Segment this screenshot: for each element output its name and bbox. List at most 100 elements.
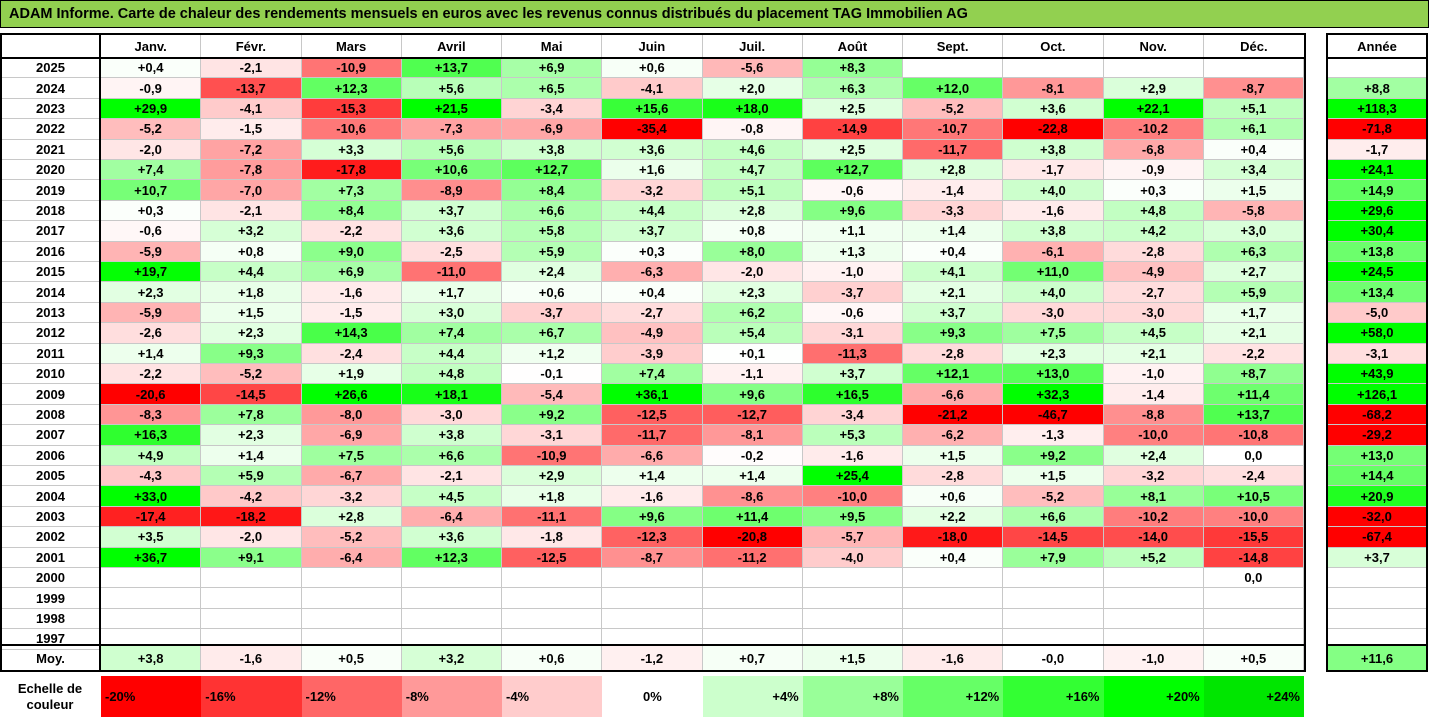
heatmap-cell: -1,8	[502, 527, 603, 548]
annual-cell: -68,2	[1328, 404, 1426, 426]
heatmap-cell: +10,6	[401, 160, 502, 181]
average-cell: +0,6	[502, 646, 603, 670]
heatmap-cell	[1103, 568, 1204, 589]
heatmap-cell: +19,7	[101, 262, 202, 283]
heatmap-cell: +1,9	[301, 364, 402, 385]
heatmap-cell: -22,8	[1003, 119, 1104, 140]
heatmap-cell: -10,0	[802, 486, 903, 507]
heatmap-cell: -5,6	[702, 58, 803, 79]
heatmap-cell: +3,7	[903, 302, 1004, 324]
heatmap-cell: +1,4	[201, 445, 302, 466]
average-cell: +0,7	[702, 646, 803, 670]
heatmap-cell: +3,8	[502, 139, 603, 160]
heatmap-cell	[802, 568, 903, 589]
month-header: Sept.	[903, 35, 1004, 58]
heatmap-cell: -15,5	[1203, 527, 1304, 548]
heatmap-cell	[1003, 608, 1104, 630]
heatmap-cell: -3,2	[602, 180, 703, 201]
heatmap-cell	[802, 608, 903, 630]
heatmap-cell	[1103, 608, 1204, 630]
heatmap-cell: -0,8	[702, 119, 803, 140]
heatmap-cell: +9,3	[903, 323, 1004, 344]
heatmap-cell: -0,6	[101, 221, 202, 242]
heatmap-cell: +2,1	[903, 282, 1004, 303]
heatmap-cell: +3,3	[301, 139, 402, 160]
heatmap-cell: -3,4	[502, 98, 603, 120]
heatmap-cell: -6,2	[903, 425, 1004, 446]
heatmap-cell: +0,4	[903, 241, 1004, 262]
heatmap-cell	[903, 568, 1004, 589]
heatmap-cell	[201, 568, 302, 589]
heatmap-cell: -12,7	[702, 404, 803, 426]
heatmap-cell: +8,7	[1203, 364, 1304, 385]
year-label: 2003	[0, 507, 101, 528]
heatmap-cell	[1003, 58, 1104, 79]
year-label: 1998	[0, 609, 101, 630]
year-label: 2014	[0, 282, 101, 303]
heatmap-cell: -3,7	[502, 302, 603, 324]
heatmap-cell: +0,3	[101, 200, 202, 222]
heatmap-cell: +3,6	[602, 139, 703, 160]
annual-cell: +3,7	[1328, 547, 1426, 568]
heatmap-cell: -11,3	[802, 343, 903, 364]
heatmap-cell	[101, 588, 202, 609]
year-label: 2018	[0, 201, 101, 222]
heatmap-cell: +7,4	[602, 364, 703, 385]
average-divider	[1326, 644, 1428, 646]
heatmap-cell: +25,4	[802, 466, 903, 487]
heatmap-cell: +2,0	[702, 78, 803, 99]
heatmap-cell	[602, 608, 703, 630]
annual-average-cell: +11,6	[1328, 646, 1426, 670]
annual-cell: +58,0	[1328, 323, 1426, 344]
heatmap-cell: -6,9	[301, 425, 402, 446]
heatmap-cell: -5,2	[101, 119, 202, 140]
heatmap-cell: -11,0	[401, 262, 502, 283]
heatmap-cell: +0,3	[1103, 180, 1204, 201]
heatmap-cell	[101, 608, 202, 630]
heatmap-cell: +2,1	[1203, 323, 1304, 344]
heatmap-cell: +5,6	[401, 139, 502, 160]
annual-cell: -67,4	[1328, 527, 1426, 548]
heatmap-cell	[301, 568, 402, 589]
color-scale-swatch: 0%	[602, 676, 703, 717]
heatmap-cell: +4,2	[1103, 221, 1204, 242]
heatmap-cell: +2,9	[502, 466, 603, 487]
heatmap-cell: -10,8	[1203, 425, 1304, 446]
heatmap-cell: +4,0	[1003, 282, 1104, 303]
annual-cell: -5,0	[1328, 302, 1426, 324]
heatmap-cell: -0,9	[101, 78, 202, 99]
heatmap-cell: +5,1	[702, 180, 803, 201]
heatmap-cell: -1,3	[1003, 425, 1104, 446]
heatmap-cell: +2,9	[1103, 78, 1204, 99]
heatmap-cell: -14,9	[802, 119, 903, 140]
heatmap-cell: +2,3	[702, 282, 803, 303]
annual-cell: +24,1	[1328, 160, 1426, 181]
color-scale-label: Echelle de couleur	[17, 681, 83, 712]
heatmap-cell: +2,3	[201, 425, 302, 446]
heatmap-cell: -11,7	[903, 139, 1004, 160]
heatmap-cell: +2,3	[201, 323, 302, 344]
heatmap-cell: -2,2	[301, 221, 402, 242]
heatmap-cell: +6,1	[1203, 119, 1304, 140]
heatmap-cell: -2,1	[401, 466, 502, 487]
chart-title: ADAM Informe. Carte de chaleur des rende…	[0, 0, 1429, 28]
average-cell: +3,2	[401, 646, 502, 670]
heatmap-cell: +7,4	[101, 160, 202, 181]
heatmap-cell: +9,5	[802, 506, 903, 528]
heatmap-cell: -1,5	[301, 302, 402, 324]
heatmap-cell: +0,4	[602, 282, 703, 303]
heatmap-cell: -3,3	[903, 200, 1004, 222]
heatmap-cell	[401, 568, 502, 589]
heatmap-cell: +1,1	[802, 221, 903, 242]
heatmap-cell	[602, 588, 703, 609]
heatmap-cell: -2,2	[1203, 343, 1304, 364]
heatmap-cell: +2,5	[802, 139, 903, 160]
heatmap-cell	[1103, 58, 1204, 79]
heatmap-cell: -8,0	[301, 404, 402, 426]
heatmap-cell: -3,1	[802, 323, 903, 344]
average-cell: -1,6	[903, 646, 1004, 670]
heatmap-cell: -4,2	[201, 486, 302, 507]
average-cell: -1,2	[602, 646, 703, 670]
heatmap-cell: +3,8	[401, 425, 502, 446]
color-scale-swatch: +24%	[1203, 676, 1304, 717]
